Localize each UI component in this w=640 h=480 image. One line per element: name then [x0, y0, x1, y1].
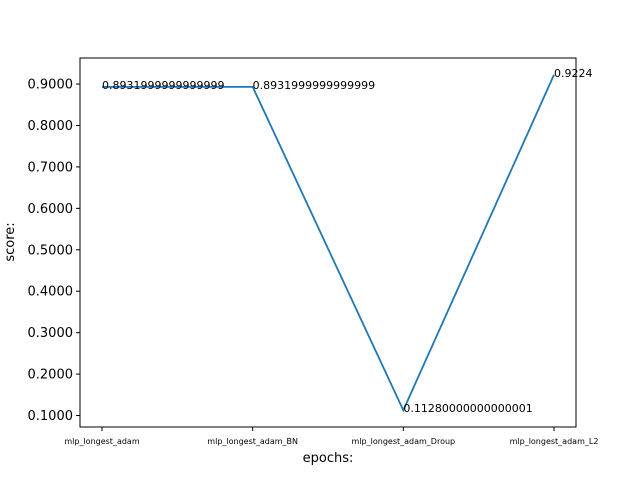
y-tick-label: 0.4000 — [28, 285, 74, 300]
y-tick-label: 0.1000 — [28, 409, 74, 424]
data-label: 0.8931999999999999 — [102, 79, 224, 92]
y-tick-label: 0.2000 — [28, 368, 74, 383]
x-tick-label: mlp_longest_adam_L2 — [510, 437, 599, 446]
y-tick-label: 0.5000 — [28, 243, 74, 258]
x-tick-label: mlp_longest_adam_BN — [207, 437, 298, 446]
plot-area — [79, 57, 577, 428]
data-label: 0.9224 — [554, 67, 593, 80]
data-labels: 0.8931999999999999 0.8931999999999999 0.11… — [102, 67, 593, 415]
y-tick-label: 0.3000 — [28, 326, 74, 341]
x-tick-label: mlp_longest_adam — [64, 437, 139, 446]
data-label: 0.11280000000000001 — [403, 402, 532, 415]
x-tick-label: mlp_longest_adam_Droup — [352, 437, 456, 446]
x-axis: mlp_longest_adam mlp_longest_adam_BN mlp_l… — [64, 427, 598, 446]
x-axis-title: epochs: — [303, 451, 354, 466]
data-label: 0.8931999999999999 — [253, 79, 375, 92]
y-tick-label: 0.6000 — [28, 202, 74, 217]
y-tick-label: 0.9000 — [28, 78, 74, 93]
series-line — [102, 74, 555, 413]
y-tick-label: 0.8000 — [28, 119, 74, 134]
y-tick-label: 0.7000 — [28, 160, 74, 175]
y-axis-title: score: — [3, 222, 18, 261]
y-axis: 0.1000 0.2000 0.3000 0.4000 0.5000 0.6000 0.70… — [28, 78, 80, 424]
